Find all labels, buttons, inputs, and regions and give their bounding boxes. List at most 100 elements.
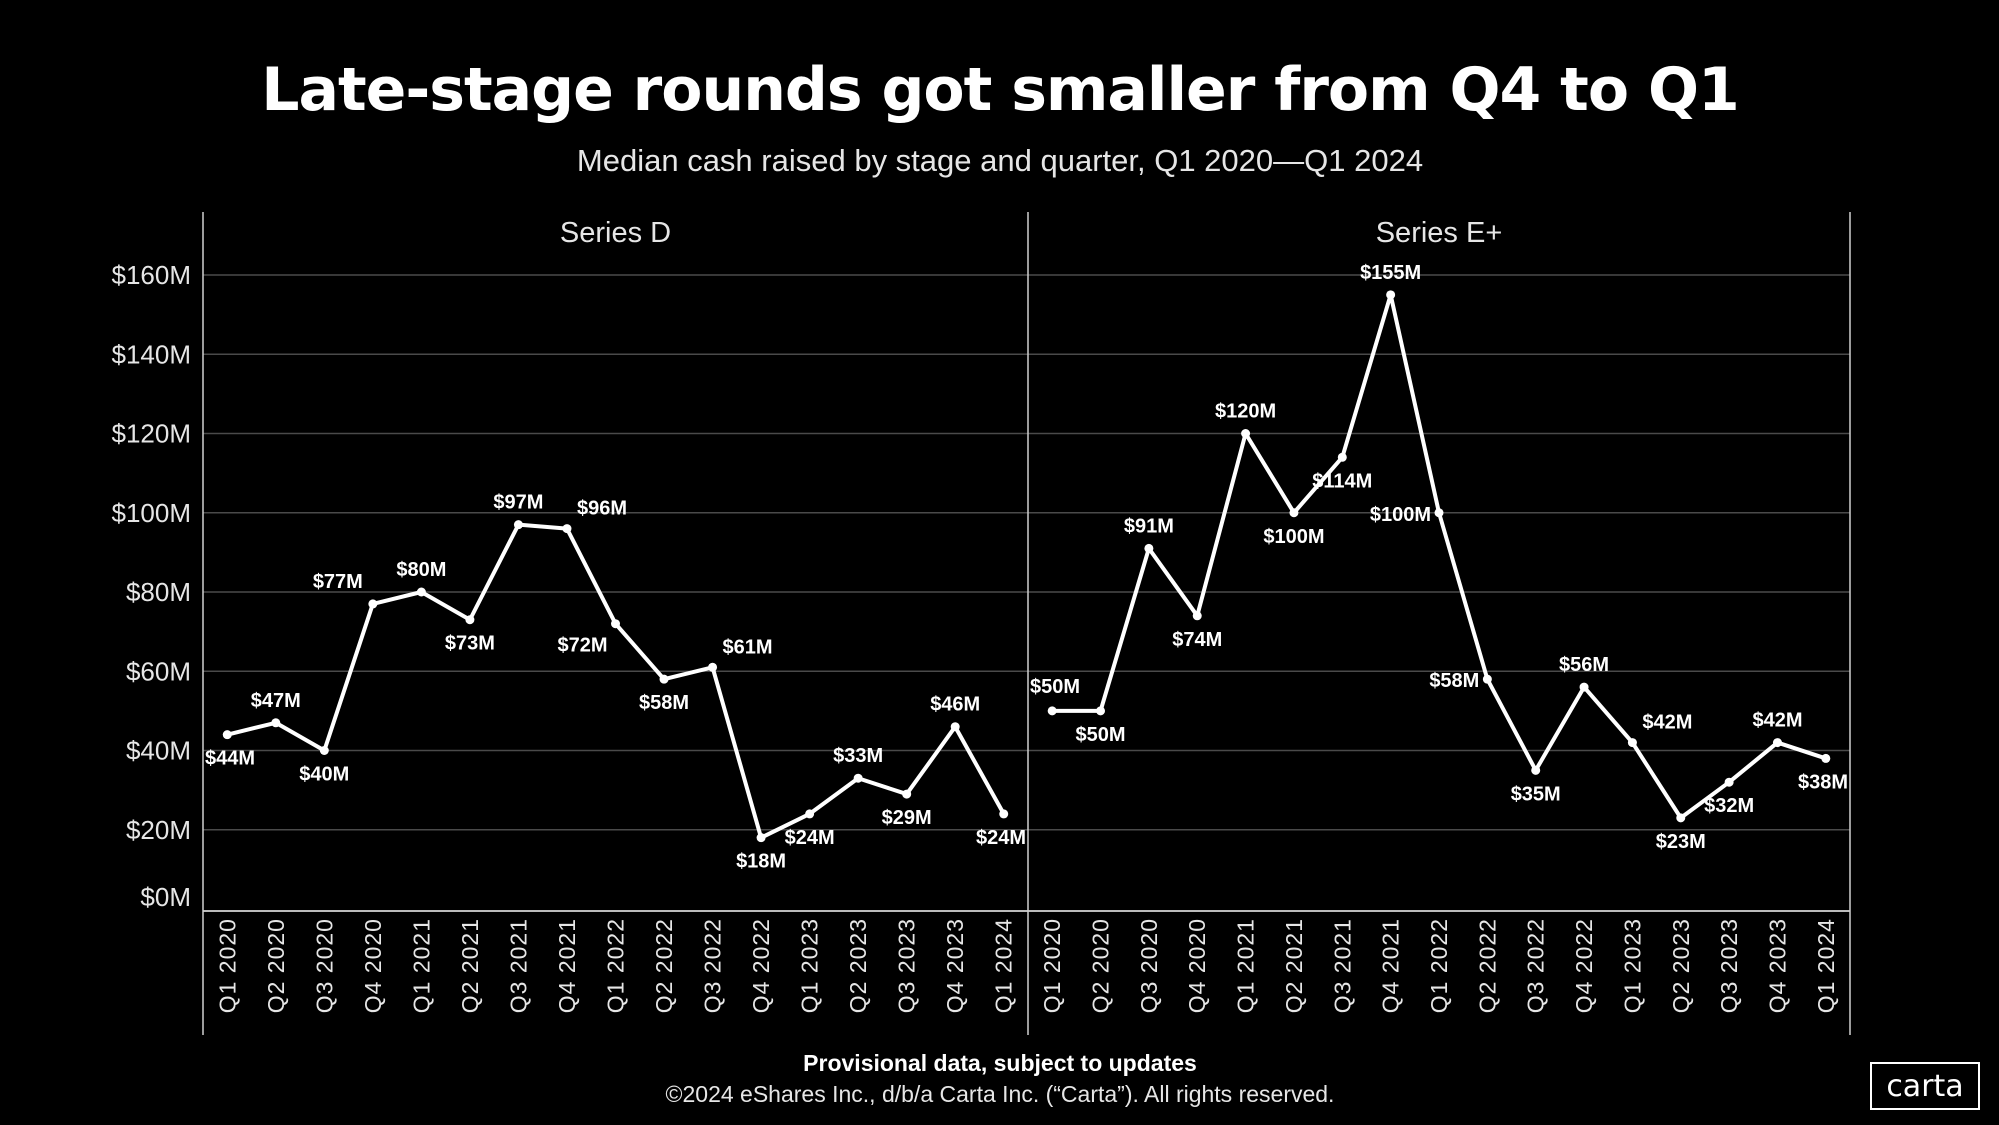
x-tick-label: Q4 2021 bbox=[1378, 918, 1404, 1013]
data-point bbox=[1676, 813, 1686, 823]
data-label: $96M bbox=[577, 498, 627, 520]
data-label: $24M bbox=[785, 827, 835, 849]
x-tick-label: Q2 2021 bbox=[1281, 918, 1307, 1013]
x-tick-label: Q2 2022 bbox=[651, 918, 677, 1013]
data-label: $97M bbox=[493, 492, 543, 514]
data-point bbox=[902, 789, 912, 799]
data-point bbox=[1434, 508, 1444, 518]
data-label: $120M bbox=[1215, 401, 1276, 423]
x-tick-label: Q3 2021 bbox=[1329, 918, 1355, 1013]
gridlines bbox=[202, 212, 1851, 1035]
y-tick-label: $120M bbox=[112, 419, 192, 449]
data-point bbox=[1144, 543, 1154, 553]
data-label: $46M bbox=[930, 694, 980, 716]
data-label: $44M bbox=[205, 748, 255, 770]
x-tick-label: Q2 2023 bbox=[1668, 918, 1694, 1013]
data-label: $100M bbox=[1370, 504, 1431, 526]
y-tick-label: $40M bbox=[126, 736, 191, 766]
x-tick-label: Q1 2021 bbox=[1233, 918, 1259, 1013]
data-label: $38M bbox=[1798, 771, 1848, 793]
x-tick-label: Q3 2023 bbox=[894, 918, 920, 1013]
data-point bbox=[1337, 452, 1347, 462]
data-label: $23M bbox=[1656, 831, 1706, 853]
x-tick-label: Q3 2020 bbox=[311, 918, 337, 1013]
x-tick-label: Q3 2021 bbox=[505, 918, 531, 1013]
x-tick-label: Q1 2020 bbox=[214, 918, 240, 1013]
panel-title: Series E+ bbox=[1376, 217, 1503, 249]
data-point bbox=[368, 599, 378, 609]
x-tick-label: Q1 2022 bbox=[603, 918, 629, 1013]
x-tick-label: Q3 2022 bbox=[700, 918, 726, 1013]
data-point bbox=[1047, 706, 1057, 716]
data-label: $40M bbox=[299, 764, 349, 786]
x-tick-label: Q2 2020 bbox=[263, 918, 289, 1013]
x-tick-label: Q1 2021 bbox=[408, 918, 434, 1013]
data-label: $114M bbox=[1312, 470, 1372, 492]
x-tick-label: Q2 2021 bbox=[457, 918, 483, 1013]
data-point bbox=[222, 730, 232, 740]
carta-logo: carta bbox=[1870, 1062, 1980, 1110]
data-point bbox=[1724, 777, 1734, 787]
data-label: $58M bbox=[1429, 670, 1479, 692]
data-point bbox=[416, 587, 426, 597]
data-label: $29M bbox=[882, 807, 932, 829]
data-point bbox=[1096, 706, 1106, 716]
y-tick-label: $160M bbox=[112, 260, 192, 290]
x-tick-label: Q4 2021 bbox=[554, 918, 580, 1013]
data-label: $42M bbox=[1642, 712, 1692, 734]
data-label: $61M bbox=[723, 636, 773, 658]
data-point bbox=[513, 520, 523, 530]
data-point bbox=[562, 524, 572, 534]
data-label: $74M bbox=[1172, 629, 1222, 651]
data-point bbox=[756, 833, 766, 843]
x-tick-label: Q4 2020 bbox=[360, 918, 386, 1013]
chart-title: Late-stage rounds got smaller from Q4 to… bbox=[261, 55, 1738, 125]
x-tick-label: Q4 2022 bbox=[748, 918, 774, 1013]
data-point bbox=[853, 773, 863, 783]
x-tick-label: Q4 2020 bbox=[1184, 918, 1210, 1013]
y-tick-label: $60M bbox=[126, 656, 191, 686]
data-point bbox=[1821, 753, 1831, 763]
y-tick-label: $100M bbox=[112, 498, 192, 528]
data-label: $73M bbox=[445, 633, 495, 655]
x-tick-label: Q2 2023 bbox=[845, 918, 871, 1013]
data-label: $50M bbox=[1030, 676, 1080, 698]
data-point bbox=[1531, 765, 1541, 775]
panels: Series D $44M Q1 2020 $47M Q2 2020 $40M Q3 202… bbox=[205, 217, 1848, 1013]
carta-logo-text: carta bbox=[1886, 1069, 1963, 1104]
data-point bbox=[950, 722, 960, 732]
data-label: $42M bbox=[1752, 710, 1802, 732]
data-point bbox=[999, 809, 1009, 819]
data-point bbox=[708, 662, 718, 672]
x-tick-label: Q1 2022 bbox=[1426, 918, 1452, 1013]
data-label: $32M bbox=[1704, 795, 1754, 817]
data-point bbox=[1579, 682, 1589, 692]
data-point bbox=[465, 615, 475, 625]
x-tick-label: Q3 2023 bbox=[1716, 918, 1742, 1013]
footer-note: Provisional data, subject to updates bbox=[803, 1050, 1197, 1076]
x-tick-label: Q4 2023 bbox=[942, 918, 968, 1013]
data-label: $56M bbox=[1559, 654, 1609, 676]
data-point bbox=[1627, 738, 1637, 748]
y-axis: $0M $20M $40M $60M $80M $100M $120M $140M $160M bbox=[112, 260, 192, 912]
data-point bbox=[611, 619, 620, 629]
data-point bbox=[1482, 674, 1492, 684]
y-tick-label: $80M bbox=[126, 577, 191, 607]
x-tick-label: Q3 2020 bbox=[1136, 918, 1162, 1013]
series-line bbox=[1052, 292, 1827, 820]
x-tick-label: Q1 2023 bbox=[1619, 918, 1645, 1013]
data-point bbox=[271, 718, 281, 728]
y-tick-label: $20M bbox=[126, 815, 191, 845]
chart-subtitle: Median cash raised by stage and quarter,… bbox=[577, 143, 1423, 178]
data-point bbox=[319, 746, 329, 755]
data-label: $18M bbox=[736, 851, 786, 873]
data-label: $77M bbox=[313, 571, 363, 593]
data-label: $72M bbox=[557, 635, 607, 657]
footer-copyright: ©2024 eShares Inc., d/b/a Carta Inc. (“C… bbox=[666, 1081, 1335, 1107]
data-label: $58M bbox=[639, 692, 689, 714]
x-tick-label: Q4 2022 bbox=[1571, 918, 1597, 1013]
data-label: $91M bbox=[1124, 515, 1174, 537]
y-tick-label: $0M bbox=[140, 882, 191, 912]
data-point bbox=[805, 809, 815, 819]
